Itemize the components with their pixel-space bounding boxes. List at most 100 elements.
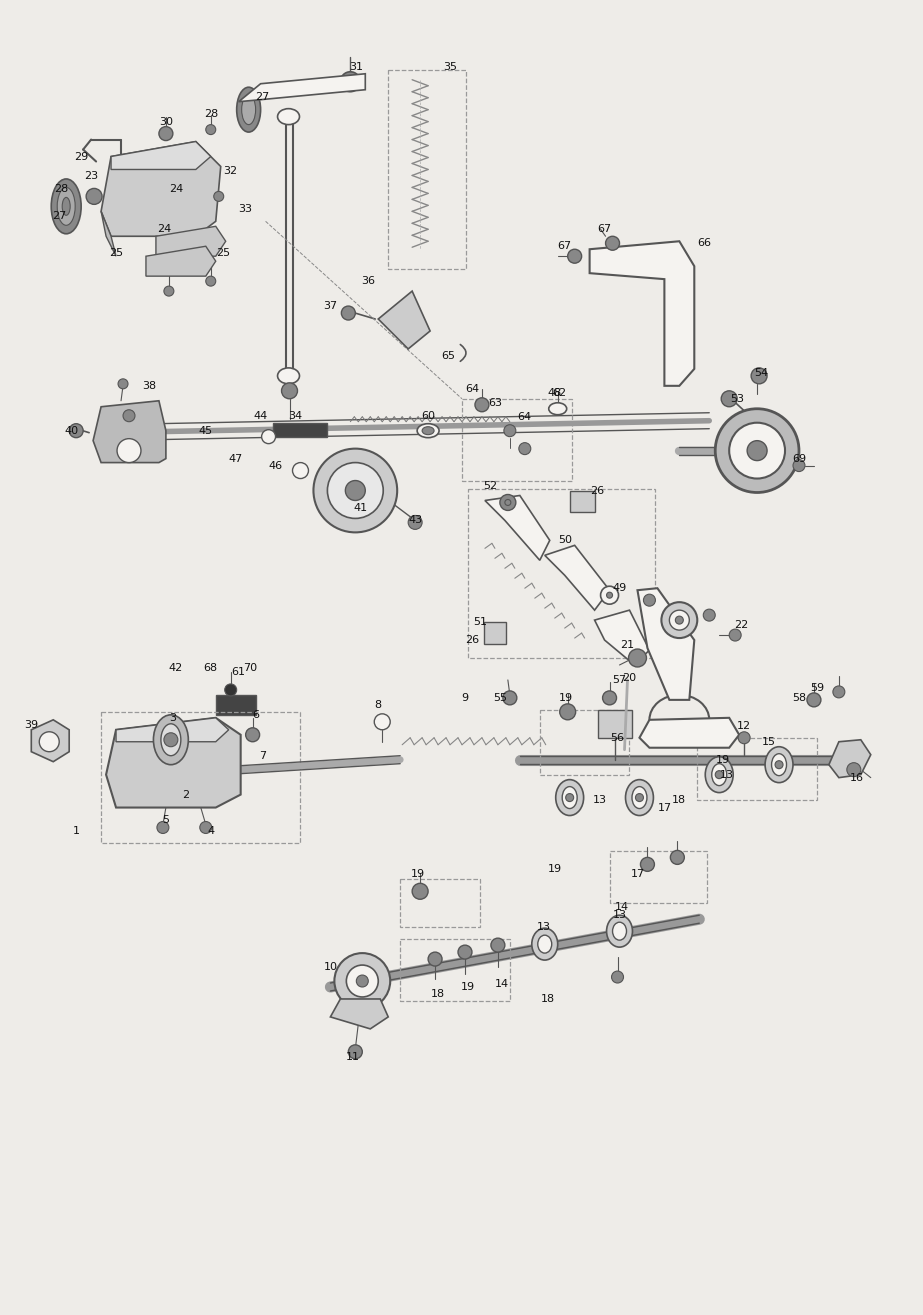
Circle shape <box>641 857 654 872</box>
Bar <box>389 70 466 270</box>
Text: 56: 56 <box>610 732 625 743</box>
Circle shape <box>635 793 643 802</box>
Polygon shape <box>106 718 241 807</box>
Text: 19: 19 <box>461 982 475 992</box>
Text: 24: 24 <box>157 225 171 234</box>
Circle shape <box>413 884 428 899</box>
Text: 26: 26 <box>591 485 605 496</box>
Text: 52: 52 <box>483 480 497 490</box>
Ellipse shape <box>417 423 439 438</box>
Circle shape <box>341 72 360 92</box>
Text: 64: 64 <box>465 384 479 393</box>
Circle shape <box>314 448 397 533</box>
Text: 13: 13 <box>537 922 551 932</box>
Text: 51: 51 <box>473 617 487 627</box>
Circle shape <box>721 391 737 406</box>
Circle shape <box>40 731 59 752</box>
Text: 7: 7 <box>259 751 266 760</box>
Circle shape <box>346 965 378 997</box>
Circle shape <box>159 126 173 141</box>
Circle shape <box>833 686 845 698</box>
Text: 68: 68 <box>204 663 218 673</box>
Text: 23: 23 <box>84 171 98 181</box>
Circle shape <box>504 425 516 437</box>
Circle shape <box>751 368 767 384</box>
Text: 3: 3 <box>170 713 176 723</box>
Ellipse shape <box>242 95 256 125</box>
Ellipse shape <box>538 935 552 953</box>
Polygon shape <box>102 142 221 237</box>
Bar <box>272 422 328 437</box>
Text: 66: 66 <box>697 238 712 249</box>
Polygon shape <box>594 610 650 665</box>
Ellipse shape <box>632 786 647 809</box>
Ellipse shape <box>57 188 75 225</box>
Text: 1: 1 <box>73 826 79 836</box>
Circle shape <box>328 463 383 518</box>
Circle shape <box>157 822 169 834</box>
Circle shape <box>117 439 141 463</box>
Circle shape <box>118 379 128 389</box>
Text: 44: 44 <box>254 410 268 421</box>
Text: 55: 55 <box>493 693 507 704</box>
Bar <box>401 880 480 927</box>
Text: 29: 29 <box>74 151 89 162</box>
Circle shape <box>500 494 516 510</box>
Polygon shape <box>640 718 739 748</box>
Circle shape <box>214 192 223 201</box>
Text: 34: 34 <box>289 410 303 421</box>
Text: 25: 25 <box>109 249 123 258</box>
Ellipse shape <box>613 922 627 940</box>
Bar <box>484 622 506 644</box>
Circle shape <box>670 851 684 864</box>
Bar <box>468 488 655 658</box>
Circle shape <box>568 250 581 263</box>
Ellipse shape <box>765 747 793 782</box>
Text: 15: 15 <box>762 736 776 747</box>
Text: 46: 46 <box>269 460 282 471</box>
Ellipse shape <box>161 723 181 756</box>
Text: 19: 19 <box>411 869 426 880</box>
Text: 19: 19 <box>716 755 730 765</box>
Circle shape <box>519 443 531 455</box>
Text: 70: 70 <box>244 663 258 673</box>
Ellipse shape <box>422 426 434 435</box>
Circle shape <box>612 970 624 984</box>
Text: 38: 38 <box>142 381 156 391</box>
Text: 22: 22 <box>734 621 749 630</box>
Text: 67: 67 <box>597 225 612 234</box>
Circle shape <box>69 423 83 438</box>
Circle shape <box>846 763 861 777</box>
Polygon shape <box>638 588 694 700</box>
Text: 64: 64 <box>518 412 532 422</box>
Circle shape <box>334 953 390 1009</box>
Circle shape <box>503 690 517 705</box>
Circle shape <box>605 237 619 250</box>
Text: 45: 45 <box>198 426 213 435</box>
Text: 37: 37 <box>323 301 338 312</box>
Polygon shape <box>111 142 210 170</box>
Text: 10: 10 <box>323 963 338 972</box>
Circle shape <box>199 822 211 834</box>
Polygon shape <box>31 719 69 761</box>
Ellipse shape <box>278 368 299 384</box>
Circle shape <box>676 617 683 625</box>
Text: 27: 27 <box>52 212 66 221</box>
Bar <box>609 851 707 903</box>
Text: 28: 28 <box>204 109 218 118</box>
Polygon shape <box>378 291 430 348</box>
Polygon shape <box>545 546 609 610</box>
Circle shape <box>246 727 259 742</box>
Ellipse shape <box>705 756 733 793</box>
Ellipse shape <box>153 715 188 765</box>
Text: 16: 16 <box>850 773 864 782</box>
Text: 42: 42 <box>169 663 183 673</box>
Circle shape <box>606 592 613 598</box>
Circle shape <box>458 945 472 959</box>
Ellipse shape <box>52 179 81 234</box>
Circle shape <box>729 422 785 479</box>
Polygon shape <box>116 718 229 742</box>
Circle shape <box>374 714 390 730</box>
Ellipse shape <box>712 764 726 785</box>
Text: 35: 35 <box>443 62 457 72</box>
